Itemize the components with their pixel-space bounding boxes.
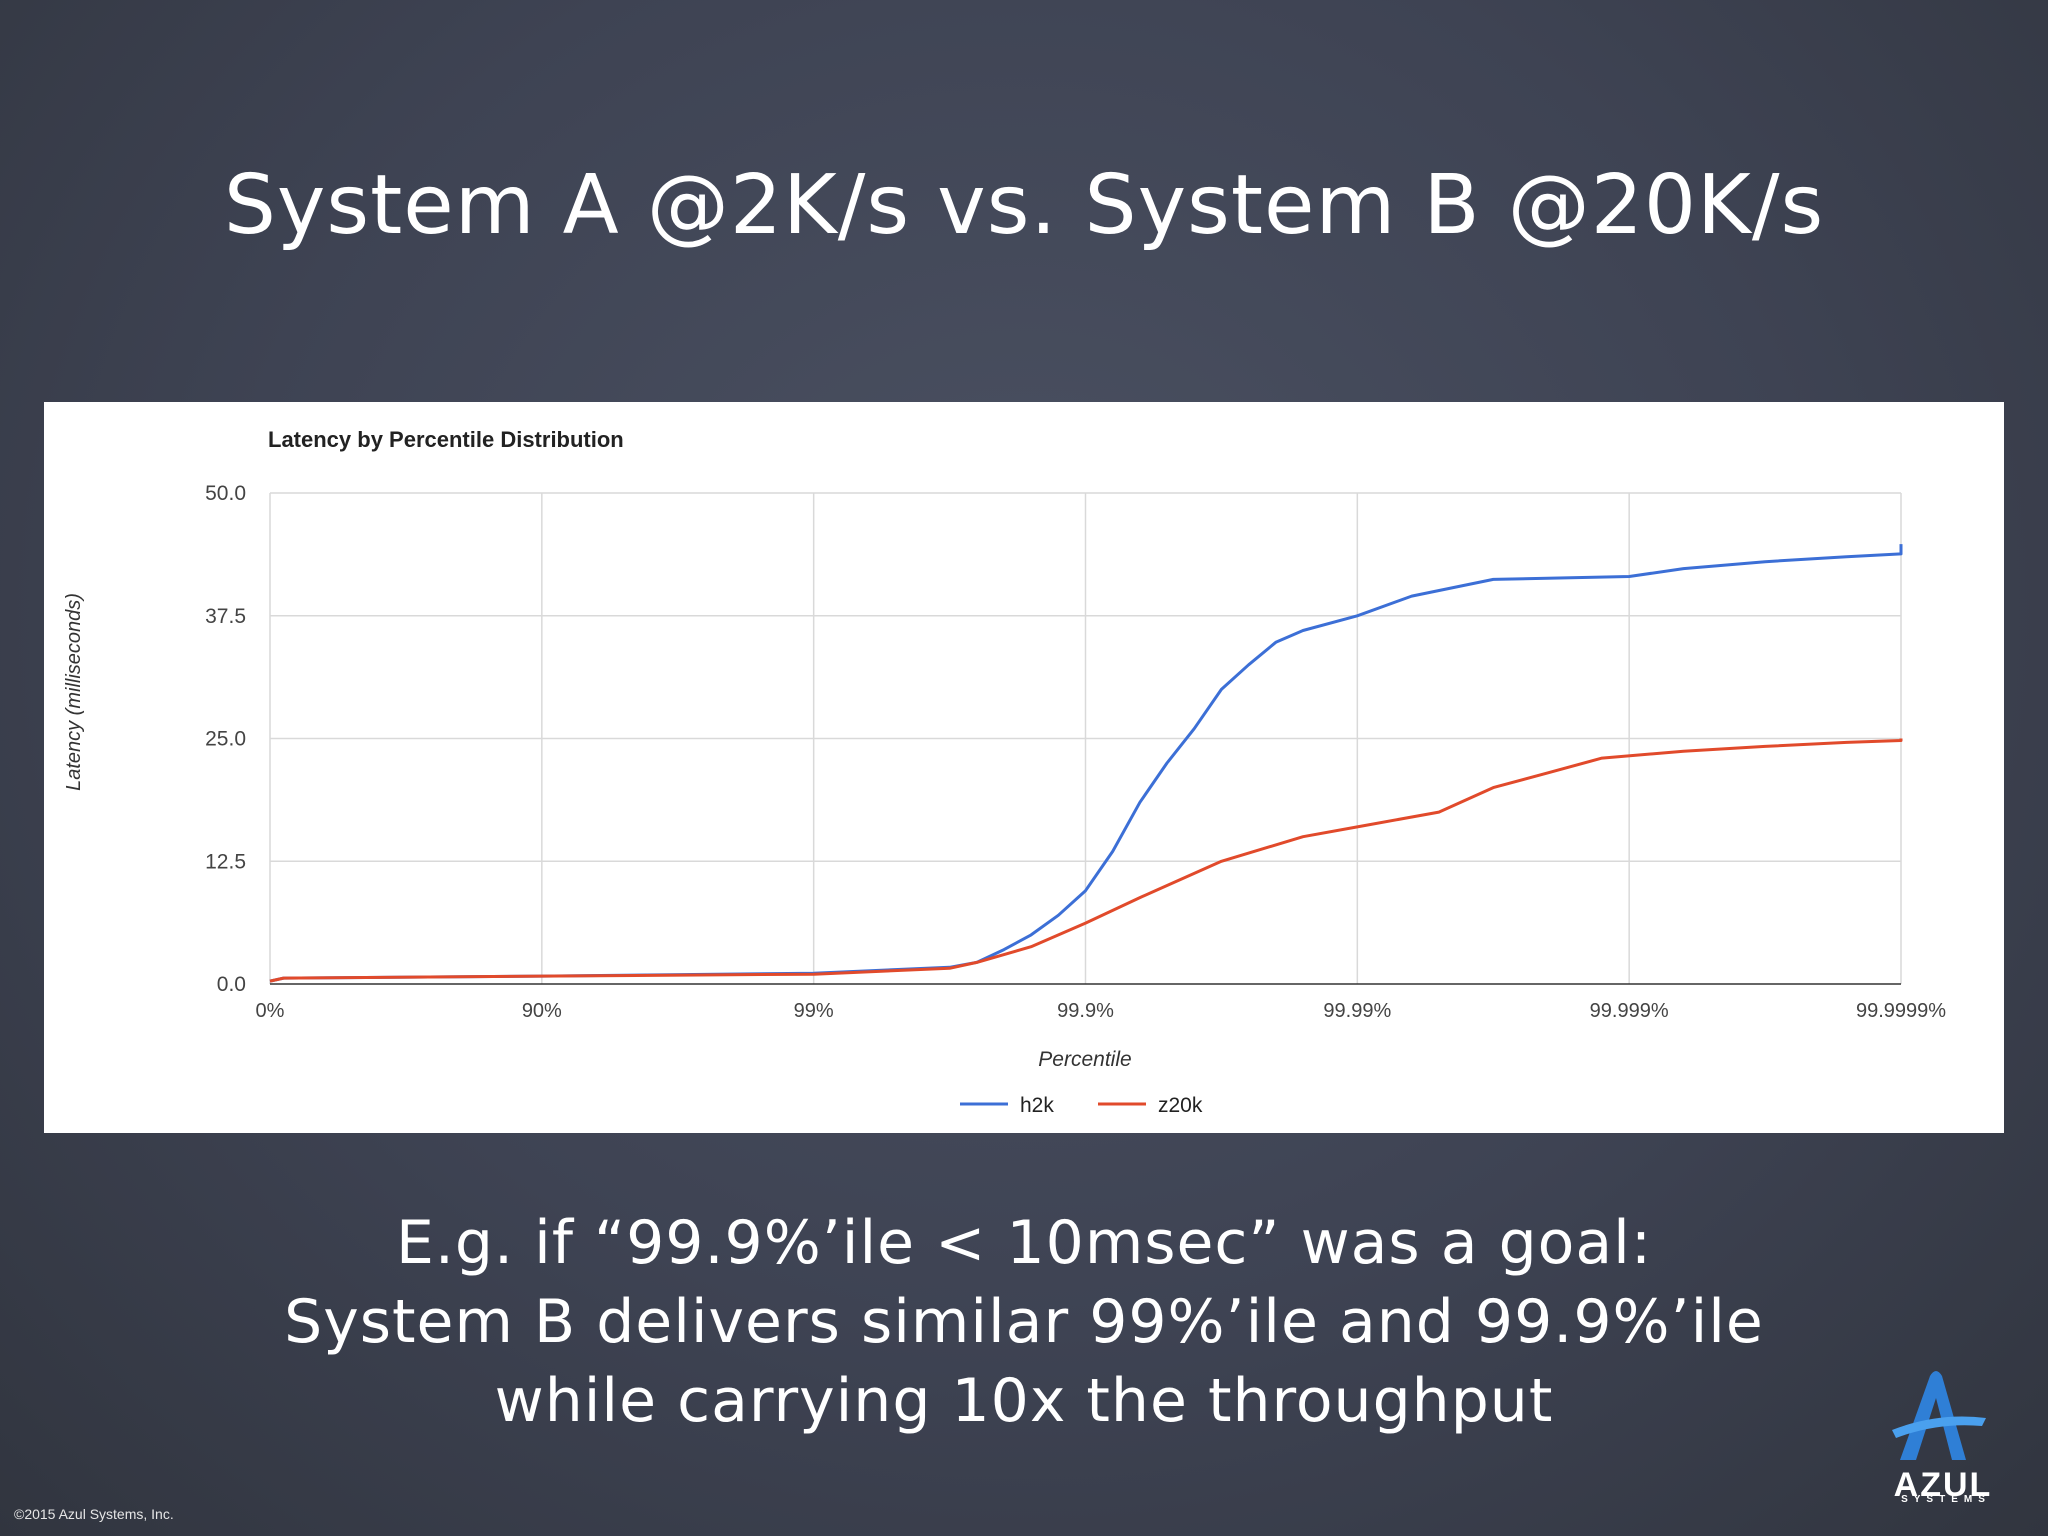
azul-a-icon [1892,1371,1986,1460]
y-axis-label: Latency (milliseconds) [63,593,85,791]
x-tick-label: 0% [256,1000,285,1022]
x-tick-label: 99.9999% [1856,1000,1946,1022]
x-tick-label: 99% [794,1000,834,1022]
legend-label-h2k: h2k [1020,1094,1054,1117]
y-tick-label: 37.5 [205,605,246,628]
latency-chart: Latency by Percentile Distribution 0% 90%… [44,402,2004,1133]
y-tick-label: 12.5 [205,850,246,873]
x-axis-label: Percentile [1038,1048,1131,1071]
chart-title: Latency by Percentile Distribution [268,427,624,452]
y-tick-label: 25.0 [205,728,246,751]
x-tick-label: 90% [522,1000,562,1022]
caption-line-3: while carrying 10x the throughput [494,1366,1554,1436]
y-tick-label: 0.0 [217,973,246,996]
legend-label-z20k: z20k [1158,1094,1203,1117]
logo-word: AZUL [1893,1466,1993,1504]
series-line-z20k [269,738,1903,983]
caption-line-1: E.g. if “99.9%’ile < 10msec” was a goal: [395,1208,1653,1278]
azul-logo: AZUL SYSTEMS [1878,1368,2018,1518]
x-tick-label: 99.9% [1057,1000,1114,1022]
logo-subword: SYSTEMS [1901,1494,1991,1505]
caption: E.g. if “99.9%’ile < 10msec” was a goal:… [0,1204,2048,1441]
copyright: ©2015 Azul Systems, Inc. [14,1506,174,1522]
slide-title: System A @2K/s vs. System B @20K/s [223,158,1825,253]
chart-svg: Latency by Percentile Distribution 0% 90%… [63,427,1946,1117]
x-tick-label: 99.99% [1323,1000,1391,1022]
y-tick-label: 50.0 [205,482,246,505]
x-tick-label: 99.999% [1590,1000,1669,1022]
caption-line-2: System B delivers similar 99%’ile and 99… [284,1287,1764,1357]
